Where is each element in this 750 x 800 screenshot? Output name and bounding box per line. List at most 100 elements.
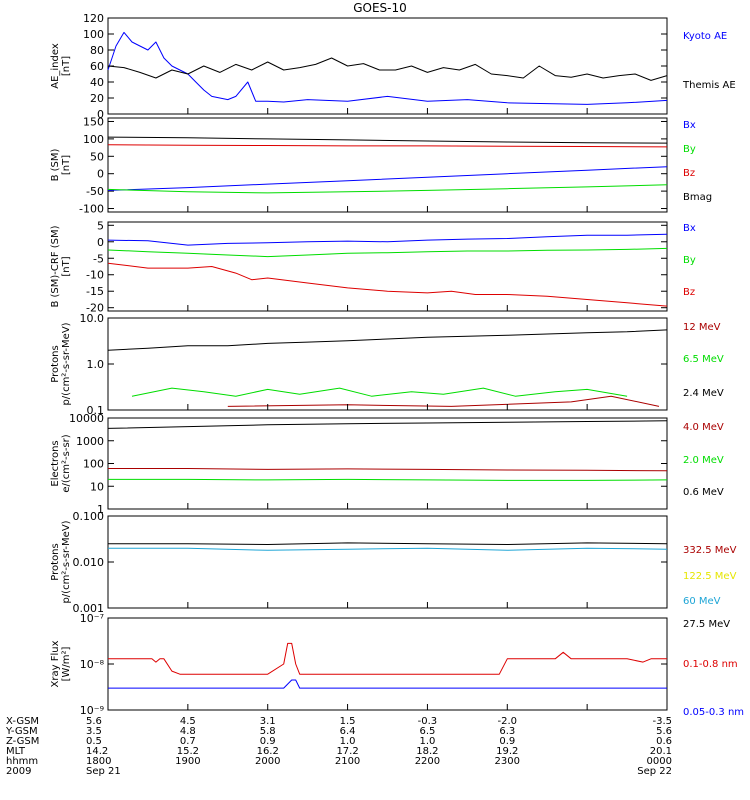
series-line-0-05-0-3-nm	[108, 679, 667, 689]
x-axis-value: 1800	[86, 756, 111, 767]
legend-entry: 0.6 MeV	[683, 487, 724, 498]
legend-entry: Bx	[683, 120, 696, 131]
x-axis-value: 0.9	[260, 736, 276, 747]
x-axis-value: 5.6	[86, 716, 102, 727]
x-axis-value: 0000	[647, 756, 672, 767]
legend-entry: Bx	[683, 223, 696, 234]
y-tick-label: 60	[90, 60, 104, 73]
legend-entry: Themis AE	[682, 80, 736, 91]
panel-5: 1 10 100 1000 10000 Electronse/(cm²-s-sr) 4.0 …	[50, 412, 724, 516]
legend-entry: Bmag	[683, 192, 712, 203]
panel-7: 10⁻⁹ 10⁻⁸ 10⁻⁷ Xray Flux[W/m²] 0.1-0.8 nm 0.0…	[50, 612, 744, 718]
y-tick-label: 100	[83, 133, 104, 146]
legend-entry: 332.5 MeV	[683, 545, 737, 556]
x-axis-row-label: hhmm	[6, 756, 38, 767]
y-tick-label: 50	[90, 150, 104, 163]
y-tick-label: 0	[97, 236, 104, 249]
y-tick-label: 1.0	[87, 358, 105, 371]
legend-entry: 27.5 MeV	[683, 619, 730, 630]
series-line-2-0-mev	[108, 478, 668, 481]
x-axis-value: -3.5	[652, 716, 672, 727]
y-tick-label: 0	[97, 168, 104, 181]
x-axis-value: 3.5	[86, 726, 102, 737]
y-tick-label: -5	[93, 252, 104, 265]
y-tick-label: 1	[97, 503, 104, 516]
y-axis-label: B (SM)[nT]	[50, 148, 72, 181]
x-axis-value: -2.0	[498, 716, 518, 727]
x-axis-row-label: 2009	[6, 766, 31, 777]
legend-entry: Bz	[683, 168, 695, 179]
x-axis-value: 15.2	[177, 746, 199, 757]
series-line-0-1-0-8-nm	[108, 642, 667, 675]
panel-1: 0 20 40 60 80 100 120 AE_index[nT] Kyoto AE Themi…	[50, 12, 736, 121]
y-tick-label: -50	[86, 185, 104, 198]
y-tick-label: 40	[90, 76, 104, 89]
panel-frame	[107, 17, 668, 115]
legend-entry: 2.0 MeV	[683, 455, 724, 466]
series-line-2-4-mev	[107, 329, 668, 351]
y-tick-label: 0.010	[73, 556, 105, 569]
y-tick-label: 20	[90, 92, 104, 105]
x-axis-value: 2000	[255, 756, 280, 767]
legend-entry: By	[683, 255, 696, 266]
x-axis-value: 0.5	[86, 736, 102, 747]
x-axis-value: 3.1	[260, 716, 276, 727]
series-line-6-5-mev	[131, 387, 628, 397]
x-axis-row-label: MLT	[6, 746, 26, 757]
x-axis-value: 5.6	[656, 726, 672, 737]
y-tick-label: -15	[86, 285, 104, 298]
series-line-27-5-mev	[108, 542, 668, 545]
panel-frame	[107, 117, 668, 213]
x-axis-value: 6.5	[419, 726, 435, 737]
x-axis-value: 4.8	[180, 726, 196, 737]
y-axis-label: B (SM)-CRF (SM)[nT]	[50, 225, 72, 307]
panel-frame	[107, 515, 668, 609]
y-tick-label: 0.100	[73, 510, 105, 523]
series-line-by	[107, 247, 668, 258]
x-axis-value: 14.2	[86, 746, 108, 757]
legend-entry: By	[683, 144, 696, 155]
series-line-bx	[107, 166, 668, 191]
x-axis-value: 16.2	[257, 746, 279, 757]
series-line-by	[107, 184, 668, 194]
series-line-bx	[107, 233, 668, 246]
x-axis-value: 18.2	[416, 746, 438, 757]
legend-entry: 60 MeV	[683, 596, 721, 607]
x-axis-value: Sep 21	[86, 766, 121, 777]
y-tick-label: 10⁻⁷	[80, 612, 104, 625]
y-tick-label: 100	[83, 458, 104, 471]
x-axis-value: Sep 22	[637, 766, 672, 777]
y-tick-label: 120	[83, 12, 104, 25]
series-line-0-6-mev	[107, 420, 668, 429]
legend-entry: 0.1-0.8 nm	[683, 659, 738, 670]
x-axis-value: 5.8	[260, 726, 276, 737]
legend-entry: 6.5 MeV	[683, 354, 724, 365]
plot-title: GOES-10	[353, 1, 407, 15]
y-axis-label: Xray Flux[W/m²]	[50, 640, 72, 687]
panel-frame	[107, 317, 668, 411]
x-axis-row-label: X-GSM	[6, 716, 39, 727]
panel-frame	[107, 221, 668, 312]
y-tick-label: 0.001	[73, 602, 105, 615]
y-tick-label: 1000	[76, 435, 104, 448]
x-axis-value: 6.4	[340, 726, 356, 737]
y-axis-label: Electronse/(cm²-s-sr)	[50, 434, 72, 492]
x-axis-value: 2200	[415, 756, 440, 767]
x-axis-value: 0.6	[656, 736, 672, 747]
x-axis-value: 1900	[175, 756, 200, 767]
y-axis-label: Protonsp/(cm²-s-sr-MeV)	[50, 520, 72, 603]
legend-entry: 122.5 MeV	[683, 571, 737, 582]
x-axis-row-label: Z-GSM	[6, 736, 39, 747]
x-axis-value: 4.5	[180, 716, 196, 727]
panel-3: -20 -15 -10 -5 0 5 B (SM)-CRF (SM)[nT] Bx By Bz	[50, 219, 696, 314]
y-tick-label: 150	[83, 115, 104, 128]
legend-entry: 4.0 MeV	[683, 422, 724, 433]
y-tick-label: 5	[97, 219, 104, 232]
y-tick-label: 10⁻⁸	[80, 658, 105, 671]
y-tick-label: 10	[90, 480, 104, 493]
x-axis-row-label: Y-GSM	[5, 726, 38, 737]
series-line-bz	[107, 262, 668, 307]
y-tick-label: -20	[86, 302, 104, 315]
x-axis-value: 0.9	[499, 736, 515, 747]
